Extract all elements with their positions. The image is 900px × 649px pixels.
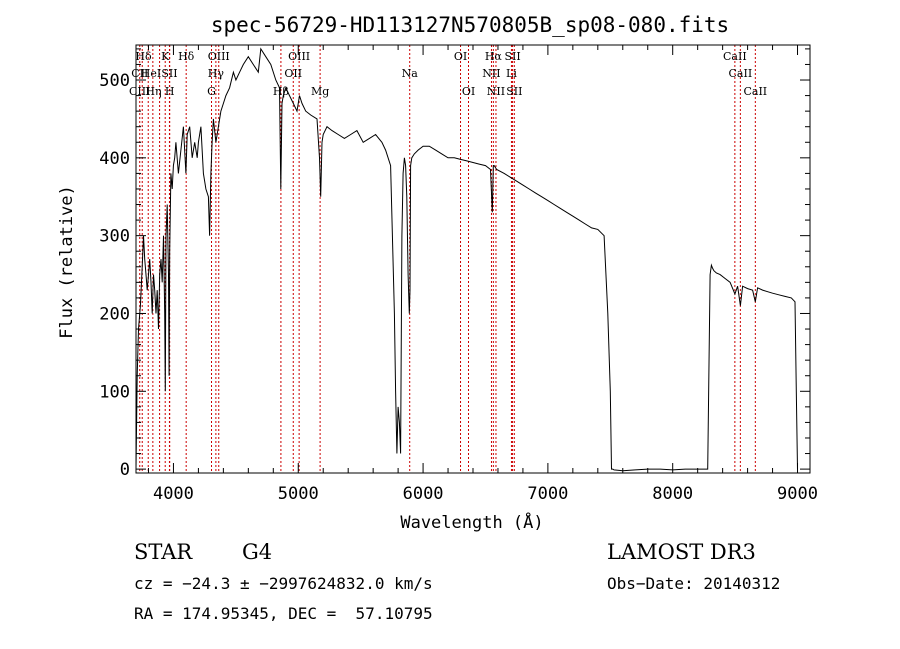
survey-name: LAMOST DR3 xyxy=(607,540,756,564)
line-label: NII xyxy=(482,67,500,80)
line-label: CII xyxy=(131,67,148,80)
line-markers xyxy=(139,45,756,473)
x-tick-label: 9000 xyxy=(777,484,818,504)
axes: 4000 5000 6000 7000 8000 9000 0 100 200 300 400 500 xyxy=(99,44,818,504)
line-label: OI xyxy=(454,50,467,63)
line-label: Na xyxy=(402,67,419,80)
line-label: Hδ xyxy=(135,50,152,63)
line-label: CaII xyxy=(723,50,747,63)
line-label: Hη xyxy=(145,85,161,98)
chart-title: spec-56729-HD113127N570805B_sp08-080.fit… xyxy=(211,13,729,37)
object-class: STAR xyxy=(134,540,193,564)
x-tick-label: 5000 xyxy=(278,484,319,504)
line-label: SII xyxy=(161,67,177,80)
x-tick-label: 4000 xyxy=(153,484,194,504)
y-axis-label: Flux (relative) xyxy=(57,185,77,339)
line-label: NII xyxy=(487,85,505,98)
object-subclass: G4 xyxy=(242,540,273,564)
line-label: CIII xyxy=(129,85,150,98)
line-label: Hγ xyxy=(208,67,225,80)
spectrum-chart: spec-56729-HD113127N570805B_sp08-080.fit… xyxy=(57,13,818,533)
line-label: SII xyxy=(504,50,520,63)
y-tick-label: 300 xyxy=(99,227,130,247)
line-label: CaII xyxy=(743,85,767,98)
x-tick-label: 6000 xyxy=(403,484,444,504)
y-tick-label: 400 xyxy=(99,149,130,169)
line-label: HeI xyxy=(141,67,161,80)
line-label: CaII xyxy=(729,67,753,80)
line-label: Mg xyxy=(311,85,329,98)
line-label: OI xyxy=(462,85,475,98)
line-label: K xyxy=(161,50,170,63)
x-tick-label: 8000 xyxy=(652,484,693,504)
x-axis-label: Wavelength (Å) xyxy=(400,511,543,533)
line-label: Hδ xyxy=(178,50,195,63)
coordinates: RA = 174.95345, DEC = 57.10795 xyxy=(134,604,433,623)
y-tick-label: 100 xyxy=(99,382,130,402)
line-label: Hβ xyxy=(273,85,289,98)
observation-date: Obs−Date: 20140312 xyxy=(607,574,781,593)
line-label: OII xyxy=(284,67,302,80)
line-label: H xyxy=(165,85,175,98)
line-label: Li xyxy=(506,67,517,80)
line-label: Hα xyxy=(485,50,503,63)
line-label: G xyxy=(207,85,216,98)
y-tick-label: 0 xyxy=(120,460,130,480)
y-tick-label: 200 xyxy=(99,304,130,324)
spectrum-line xyxy=(135,47,798,472)
line-label: SII xyxy=(506,85,522,98)
line-label: OIII xyxy=(208,50,230,63)
redshift-velocity: cz = −24.3 ± −2997624832.0 km/s xyxy=(134,574,433,593)
x-tick-label: 7000 xyxy=(527,484,568,504)
line-labels: Hδ CII CIII HeI Hη K SII H Hδ OIII Hγ G OIII OII Hβ Mg N… xyxy=(129,50,767,98)
y-tick-label: 500 xyxy=(99,71,130,91)
line-label: OIII xyxy=(288,50,310,63)
